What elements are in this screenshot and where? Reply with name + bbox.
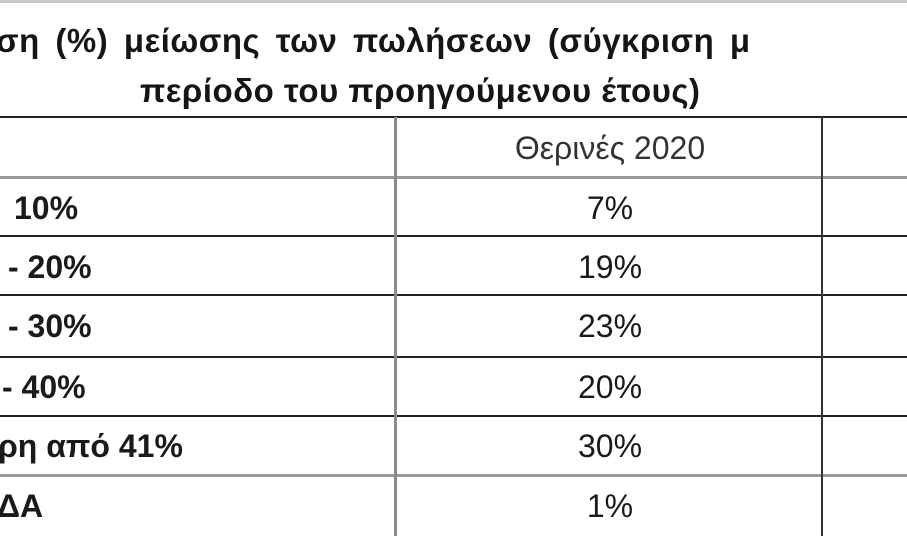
table-top-border [0, 116, 907, 118]
row-label: - 40% [2, 369, 86, 405]
row-label: - 20% [8, 249, 92, 285]
row-value: 19% [577, 249, 643, 285]
row-divider [0, 176, 907, 179]
row-value: 1% [586, 488, 634, 524]
row-value: 20% [577, 369, 643, 405]
table-title-line-1: ση (%) μείωσης των πωλήσεων (σύγκριση μ [0, 22, 751, 59]
row-label: ρη από 41% [0, 428, 183, 464]
table-title-line-2: περίοδο του προηγούμενου έτους) [140, 72, 701, 109]
row-label: 10% [14, 190, 79, 226]
column-divider [821, 117, 823, 536]
row-label: - 30% [8, 308, 92, 344]
row-divider [0, 474, 907, 477]
column-divider [394, 117, 397, 536]
row-divider [0, 294, 907, 296]
row-value: 23% [577, 308, 643, 344]
row-value: 30% [577, 428, 643, 464]
row-value: 7% [586, 190, 634, 226]
row-divider [0, 415, 907, 417]
column-header-summer-2020: Θερινές 2020 [514, 130, 706, 166]
row-divider [0, 235, 907, 237]
row-divider [0, 356, 907, 358]
top-border [0, 0, 907, 3]
row-label: ΔΑ [0, 488, 44, 524]
